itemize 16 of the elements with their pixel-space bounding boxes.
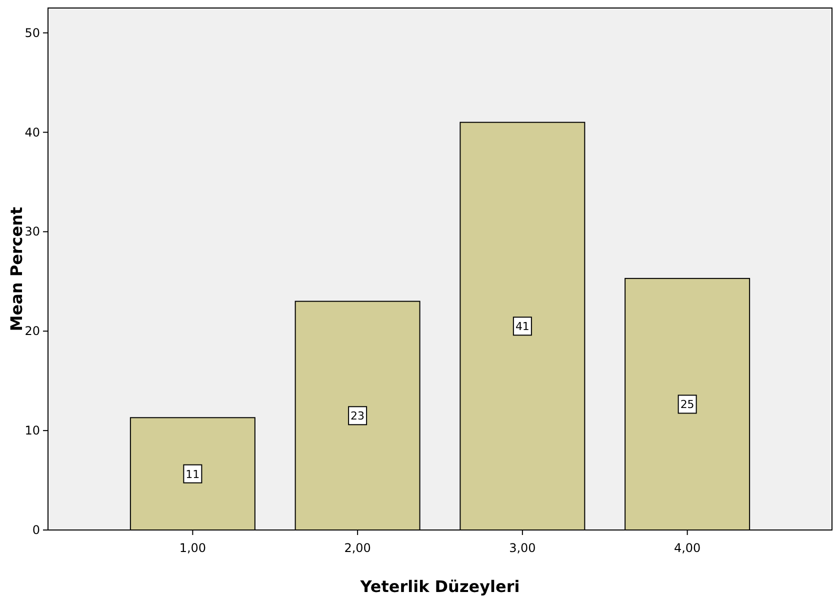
data-label: 41 [515, 320, 530, 334]
y-tick-label: 20 [24, 324, 40, 338]
x-tick-label: 2,00 [344, 541, 371, 555]
x-tick-label: 4,00 [674, 541, 701, 555]
x-tick-label: 1,00 [179, 541, 206, 555]
y-tick-label: 30 [24, 224, 40, 239]
y-tick-label: 50 [24, 26, 40, 40]
y-tick-label: 40 [24, 125, 40, 140]
data-label: 11 [186, 468, 200, 481]
y-axis-title: Mean Percent [7, 206, 26, 332]
data-label: 25 [680, 398, 694, 412]
data-label: 23 [350, 410, 365, 423]
y-tick-label: 0 [32, 523, 40, 537]
x-axis-title: Yeterlik Düzeyleri [359, 577, 520, 596]
y-tick-label: 10 [24, 424, 40, 438]
x-tick-label: 3,00 [509, 541, 536, 555]
